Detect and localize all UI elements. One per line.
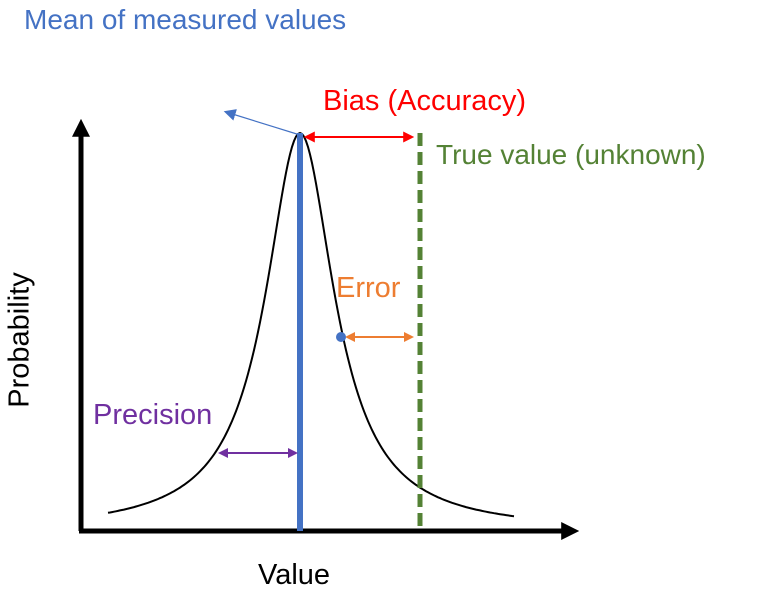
mean-label: Mean of measured values [24,4,347,35]
true-value-label: True value (unknown) [436,139,706,170]
x-axis-label: Value [258,559,331,591]
bias-label: Bias (Accuracy) [323,85,527,117]
y-axis-label: Probability [3,272,36,408]
error-label: Error [336,272,401,304]
mean-pointer-arrow [223,109,301,136]
probability-curve [107,131,515,518]
precision-label: Precision [93,399,213,431]
measurement-point [336,332,346,342]
